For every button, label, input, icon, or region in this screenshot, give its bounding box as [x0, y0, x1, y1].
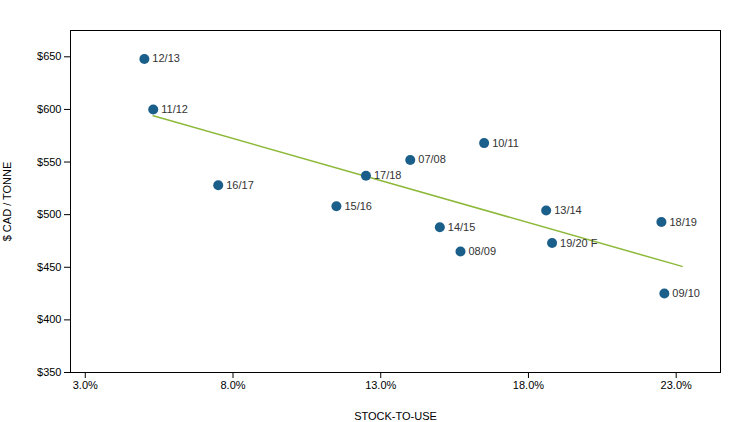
svg-text:19/20 F: 19/20 F — [560, 237, 598, 249]
svg-text:16/17: 16/17 — [226, 179, 254, 191]
svg-text:17/18: 17/18 — [374, 169, 402, 181]
svg-text:08/09: 08/09 — [469, 245, 497, 257]
svg-text:18.0%: 18.0% — [513, 379, 544, 391]
svg-text:8.0%: 8.0% — [220, 379, 245, 391]
svg-text:$500: $500 — [37, 208, 61, 220]
svg-text:11/12: 11/12 — [161, 103, 188, 115]
svg-text:$600: $600 — [37, 103, 61, 115]
svg-text:15/16: 15/16 — [344, 200, 372, 212]
svg-text:$550: $550 — [37, 156, 61, 168]
svg-text:23.0%: 23.0% — [661, 379, 692, 391]
svg-text:$ CAD / TONNE: $ CAD / TONNE — [1, 162, 13, 242]
svg-text:18/19: 18/19 — [669, 216, 697, 228]
svg-text:13/14: 13/14 — [554, 204, 582, 216]
svg-text:$350: $350 — [37, 366, 61, 378]
svg-text:13.0%: 13.0% — [365, 379, 396, 391]
svg-text:$450: $450 — [37, 261, 61, 273]
svg-text:3.0%: 3.0% — [73, 379, 98, 391]
svg-text:10/11: 10/11 — [492, 137, 519, 149]
svg-text:07/08: 07/08 — [418, 153, 446, 165]
svg-text:STOCK-TO-USE: STOCK-TO-USE — [354, 410, 437, 422]
svg-text:$650: $650 — [37, 50, 61, 62]
svg-text:09/10: 09/10 — [672, 287, 700, 299]
svg-text:14/15: 14/15 — [448, 221, 476, 233]
svg-text:$400: $400 — [37, 313, 61, 325]
svg-text:12/13: 12/13 — [152, 52, 180, 64]
